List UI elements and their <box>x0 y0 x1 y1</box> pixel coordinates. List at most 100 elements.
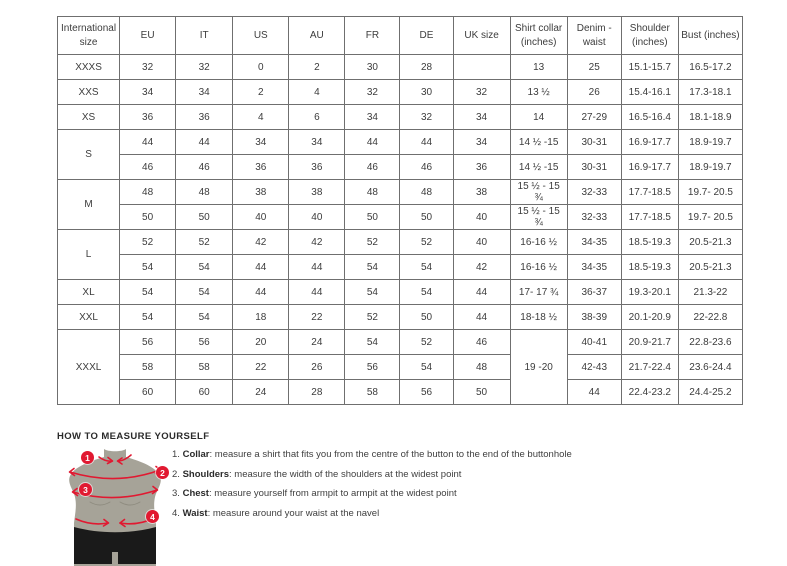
table-cell: 50 <box>399 304 454 330</box>
table-cell: XS <box>56 104 121 130</box>
table-cell: 2 <box>288 54 346 80</box>
table-cell: 25 <box>566 54 622 80</box>
table-cell <box>452 54 511 80</box>
table-cell: 24 <box>288 329 346 355</box>
table-cell: 36 <box>452 154 511 180</box>
shorts <box>74 527 156 564</box>
column-header: IT <box>175 16 234 55</box>
table-cell: 17.7-18.5 <box>620 204 679 230</box>
table-cell: 34 <box>452 104 511 130</box>
table-cell: 19.3-20.1 <box>620 279 679 305</box>
table-cell: 18.5-19.3 <box>620 254 679 280</box>
table-cell: XXL <box>56 304 121 330</box>
measure-step-waist: 4. Waist: measure around your waist at t… <box>172 507 380 519</box>
table-cell: 32 <box>119 54 177 80</box>
table-cell: 48 <box>119 179 177 205</box>
table-row: 54 54 44 44 54 54 42 16-16 ½ 34-35 18.5-19.3 20.5-… <box>58 254 744 280</box>
table-cell: 30 <box>344 54 401 80</box>
table-cell: 6 <box>288 104 346 130</box>
table-cell: 13 ½ <box>509 79 568 105</box>
table-cell: 15 ½ - 15 ¾ <box>509 179 568 205</box>
table-cell: 52 <box>399 229 454 255</box>
column-header: Bust (inches) <box>677 16 744 55</box>
table-cell: 4 <box>288 79 346 105</box>
table-row: XXXS 32 32 0 2 30 28 13 25 15.1-15.7 16.5-17.2 <box>56 54 744 80</box>
table-cell: 44 <box>566 379 622 405</box>
table-cell: 54 <box>399 254 454 280</box>
table-cell: 44 <box>288 254 346 280</box>
table-row: XXS 34 34 2 4 32 30 32 13 ½ 26 15.4-16.1 17.3-18.1 <box>56 79 744 105</box>
table-row: 58 58 22 26 56 54 48 42-43 21.7-22.4 23.6-24.4 <box>58 354 744 380</box>
table-cell: 32 <box>399 104 454 130</box>
table-cell: 40 <box>232 204 290 230</box>
table-cell: 22.4-23.2 <box>620 379 679 405</box>
table-cell: 50 <box>344 204 401 230</box>
table-cell: 14 <box>509 104 568 130</box>
column-header: Shoulder (inches) <box>620 16 679 55</box>
shoulders-marker-badge: 2 <box>156 466 169 479</box>
table-cell: 56 <box>399 379 454 405</box>
measurement-figure: 1 2 3 4 <box>60 446 172 566</box>
collar-arrow <box>98 454 132 465</box>
table-cell: 20.5-21.3 <box>677 229 744 255</box>
table-cell: 48 <box>344 179 401 205</box>
table-cell: 21.7-22.4 <box>620 354 679 380</box>
table-cell: 34 <box>119 79 177 105</box>
table-cell: 18 <box>232 304 290 330</box>
table-cell: 58 <box>175 354 234 380</box>
table-row: 46 46 36 36 46 46 36 14 ½ -15 30-31 16.9-17.7 18.9… <box>58 154 744 180</box>
table-cell: 17.3-18.1 <box>677 79 744 105</box>
table-cell: 54 <box>344 279 401 305</box>
table-cell: 0 <box>232 54 290 80</box>
measure-step-chest: 3. Chest: measure yourself from armpit t… <box>172 488 457 499</box>
table-cell: 44 <box>175 129 234 155</box>
table-cell: 18.1-18.9 <box>677 104 744 130</box>
column-header: US <box>232 16 290 55</box>
table-cell: 52 <box>119 229 177 255</box>
table-cell: 44 <box>452 304 511 330</box>
table-cell: 48 <box>452 354 511 380</box>
table-cell: 30 <box>399 79 454 105</box>
table-cell: 40 <box>452 229 511 255</box>
table-cell: 38-39 <box>566 304 622 330</box>
table-cell: 34 <box>175 79 234 105</box>
table-cell: 34-35 <box>566 254 622 280</box>
table-cell: 58 <box>119 354 177 380</box>
table-cell: 52 <box>399 329 454 355</box>
table-cell: L <box>56 229 121 280</box>
measure-steps-list: 1. Collar: measure a shirt that fits you… <box>172 449 572 527</box>
table-cell: 44 <box>452 279 511 305</box>
table-cell: 26 <box>566 79 622 105</box>
table-cell: XXXL <box>56 329 121 405</box>
table-cell: 38 <box>288 179 346 205</box>
how-to-measure-title: HOW TO MEASURE YOURSELF <box>57 431 210 442</box>
table-row: 60 60 24 28 58 56 50 44 22.4-23.2 24.4-25.2 <box>58 379 744 405</box>
table-cell: 42-43 <box>566 354 622 380</box>
mannequin-illustration <box>68 449 162 566</box>
table-cell: 16-16 ½ <box>509 254 568 280</box>
chest-shade <box>89 501 141 506</box>
column-header: Shirt collar (inches) <box>509 16 568 55</box>
table-cell: 48 <box>175 179 234 205</box>
column-header: FR <box>344 16 401 55</box>
table-cell: 32 <box>344 79 401 105</box>
table-cell: 28 <box>399 54 454 80</box>
table-cell: 2 <box>232 79 290 105</box>
table-cell: 44 <box>232 254 290 280</box>
table-cell: 32-33 <box>566 204 622 230</box>
table-cell: 16.5-17.2 <box>677 54 744 80</box>
table-row: 50 50 40 40 50 50 40 15 ½ - 15 ¾ 32-33 17.7-18.5 1… <box>58 204 744 230</box>
table-cell: 42 <box>452 254 511 280</box>
table-cell: 46 <box>175 154 234 180</box>
table-cell: 60 <box>119 379 177 405</box>
table-cell: 14 ½ -15 <box>509 129 568 155</box>
table-cell: 20 <box>232 329 290 355</box>
table-cell: 54 <box>119 279 177 305</box>
table-cell: 54 <box>175 304 234 330</box>
table-cell: 54 <box>119 254 177 280</box>
table-cell: 40 <box>452 204 511 230</box>
table-cell: 36 <box>119 104 177 130</box>
table-cell: 50 <box>119 204 177 230</box>
table-cell: 54 <box>175 254 234 280</box>
